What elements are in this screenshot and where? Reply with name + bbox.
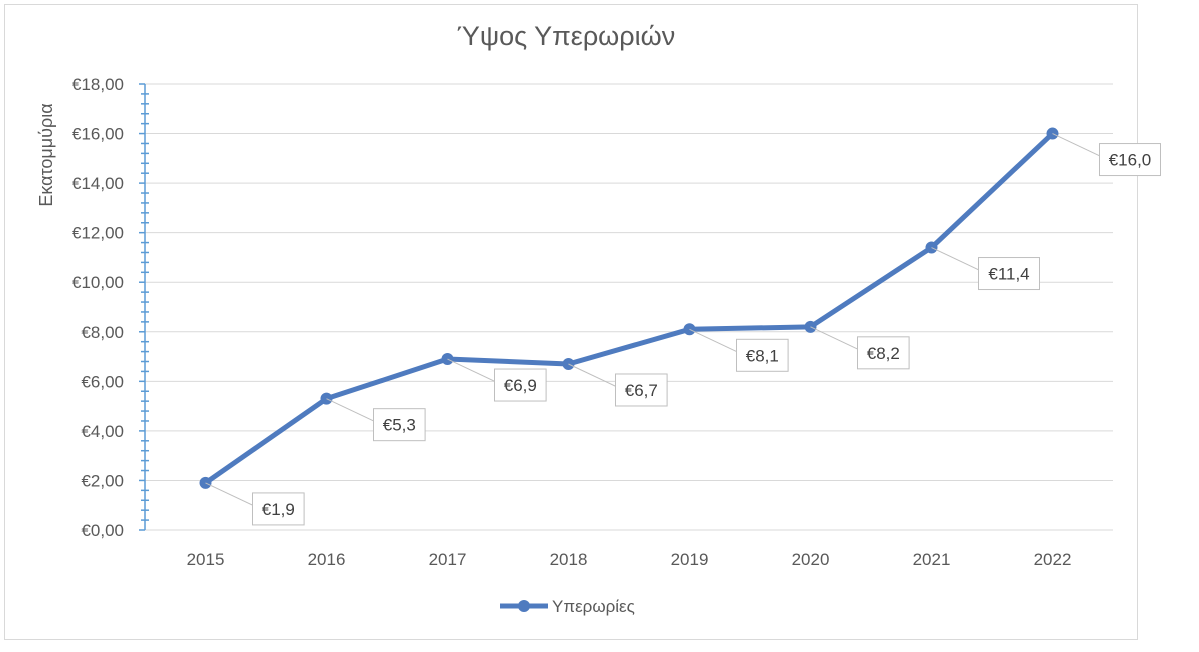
x-tick-label: 2016	[308, 550, 346, 569]
y-axis	[139, 83, 149, 531]
x-tick-label: 2018	[550, 550, 588, 569]
y-tick-label: €18,00	[72, 75, 124, 94]
x-tick-label: 2019	[671, 550, 709, 569]
data-label: €1,9	[262, 500, 295, 519]
data-label-box	[615, 373, 668, 407]
y-tick-label: €0,00	[81, 521, 124, 540]
data-label: €5,3	[383, 416, 416, 435]
data-label-box	[1099, 143, 1161, 177]
y-tick-label: €16,00	[72, 125, 124, 144]
x-axis-tick-labels: 2015 2016 2017 2018 2019 2020 2021 2022	[187, 550, 1072, 569]
series-line-group	[199, 127, 1059, 489]
y-axis-tick-labels: €0,00 €2,00 €4,00 €6,00 €8,00 €10,00 €12,00 €14…	[72, 75, 124, 540]
data-label: €8,1	[746, 346, 779, 365]
x-tick-label: 2017	[429, 550, 467, 569]
chart-title: Ύψος Υπερωριών	[457, 21, 675, 51]
series-line	[203, 131, 1055, 486]
data-label: €16,0	[1109, 151, 1152, 170]
legend-series-label: Υπερωρίες	[552, 597, 635, 616]
data-label-box	[252, 492, 305, 526]
y-tick-label: €2,00	[81, 471, 124, 490]
data-label-box	[978, 257, 1040, 291]
legend: Υπερωρίες	[500, 597, 635, 616]
y-tick-label: €8,00	[81, 323, 124, 342]
data-label: €8,2	[867, 344, 900, 363]
data-label-box	[494, 368, 547, 402]
data-label-box	[736, 338, 789, 372]
data-label: €6,7	[625, 381, 658, 400]
gridlines	[145, 83, 1113, 531]
y-tick-label: €10,00	[72, 273, 124, 292]
y-axis-title: Εκατομμύρια	[36, 103, 56, 206]
y-tick-label: €4,00	[81, 422, 124, 441]
data-label: €11,4	[988, 265, 1029, 284]
data-label: €6,9	[504, 376, 537, 395]
x-tick-label: 2015	[187, 550, 225, 569]
y-tick-label: €12,00	[72, 224, 124, 243]
y-tick-label: €6,00	[81, 372, 124, 391]
x-tick-label: 2020	[792, 550, 830, 569]
legend-marker	[518, 600, 530, 612]
y-tick-label: €14,00	[72, 174, 124, 193]
x-tick-label: 2022	[1034, 550, 1072, 569]
data-labels: €1,9 €5,3 €6,9 €6,7 €8,1 €8,2 €11,4 €16,0	[205, 133, 1161, 526]
data-label-box	[373, 408, 426, 442]
chart-frame	[4, 4, 1138, 640]
x-tick-label: 2021	[913, 550, 951, 569]
data-label-box	[857, 336, 910, 370]
